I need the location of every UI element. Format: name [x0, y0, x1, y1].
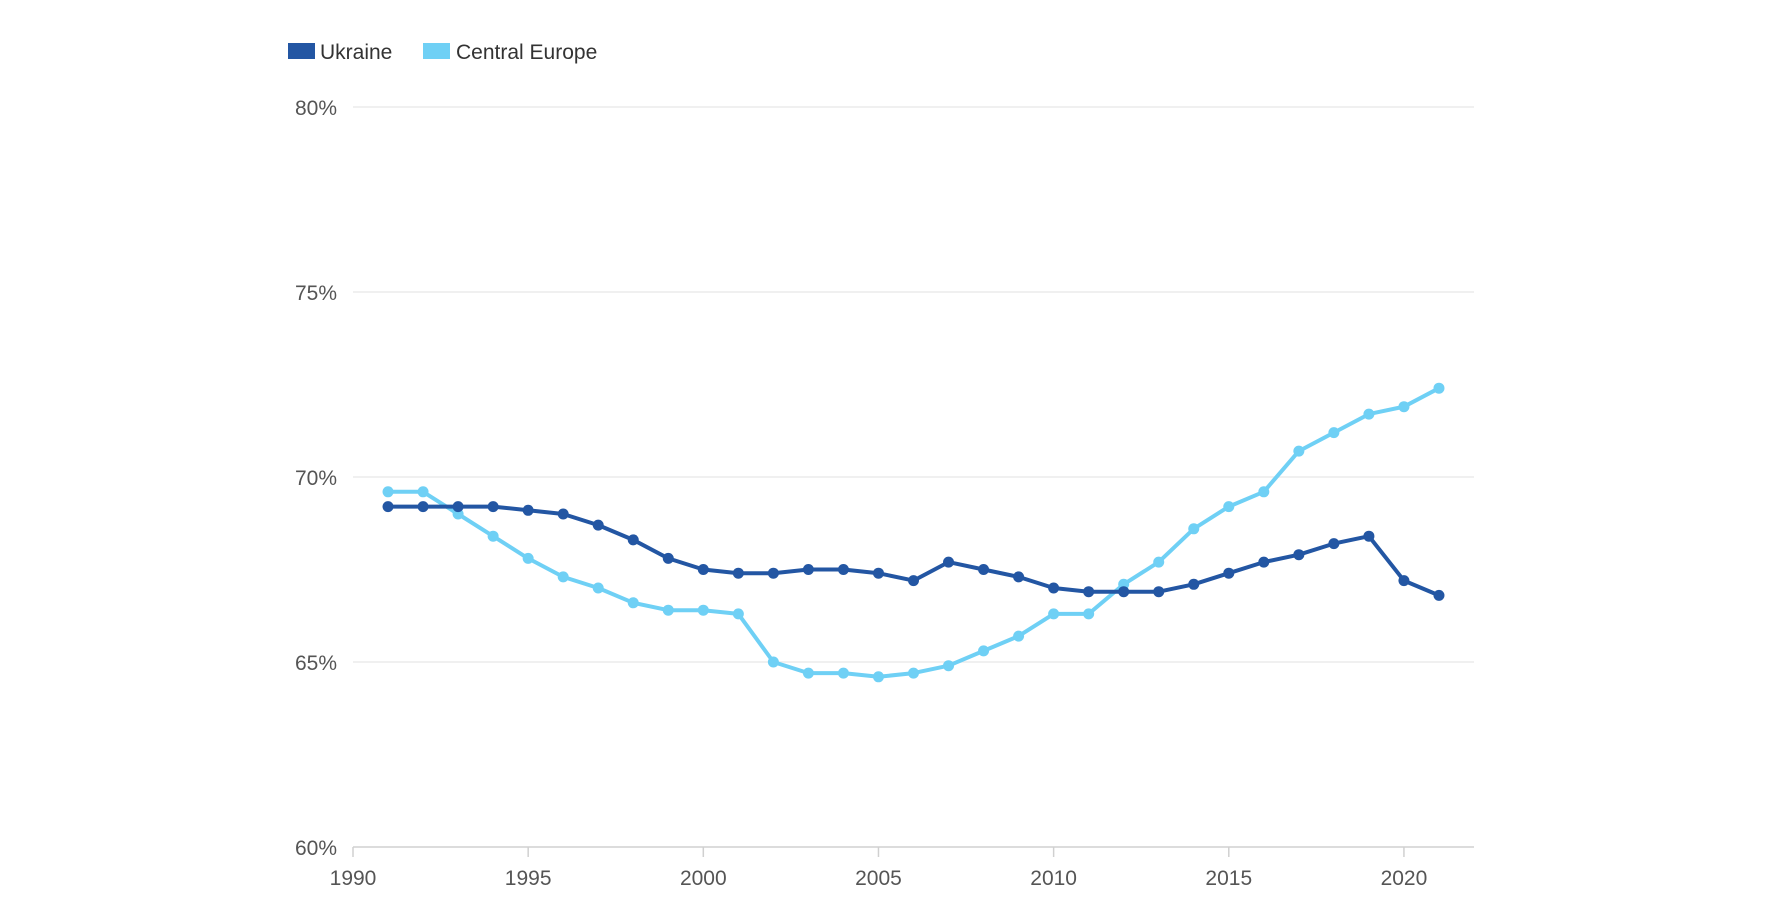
- legend-label-ukraine: Ukraine: [320, 41, 392, 64]
- data-point-central-europe-2007[interactable]: [943, 660, 955, 672]
- gridlines: [353, 106, 1474, 663]
- data-point-ukraine-1992[interactable]: [417, 501, 429, 513]
- x-tick-label-2005: 2005: [855, 867, 902, 890]
- data-point-central-europe-2021[interactable]: [1433, 382, 1445, 394]
- data-point-ukraine-2011[interactable]: [1083, 586, 1095, 598]
- data-point-ukraine-2010[interactable]: [1048, 582, 1060, 594]
- data-point-ukraine-2019[interactable]: [1363, 530, 1375, 542]
- data-point-central-europe-1997[interactable]: [592, 582, 604, 594]
- y-tick-label-80: 80%: [295, 97, 337, 120]
- data-point-ukraine-1997[interactable]: [592, 519, 604, 531]
- data-point-ukraine-1999[interactable]: [662, 552, 674, 564]
- x-tick-label-1995: 1995: [505, 867, 552, 890]
- data-point-ukraine-1996[interactable]: [557, 508, 569, 520]
- data-point-central-europe-2004[interactable]: [837, 667, 849, 679]
- data-point-ukraine-2014[interactable]: [1188, 578, 1200, 590]
- x-tick-label-1990: 1990: [330, 867, 377, 890]
- data-point-central-europe-2015[interactable]: [1223, 501, 1235, 513]
- data-point-central-europe-2013[interactable]: [1153, 556, 1165, 568]
- data-point-ukraine-1998[interactable]: [627, 534, 639, 546]
- data-point-central-europe-2006[interactable]: [908, 667, 919, 679]
- y-tick-label-70: 70%: [295, 467, 337, 490]
- data-point-central-europe-1999[interactable]: [662, 604, 674, 616]
- data-point-central-europe-1991[interactable]: [382, 486, 394, 498]
- data-point-ukraine-1991[interactable]: [382, 501, 394, 513]
- data-point-ukraine-2000[interactable]: [697, 564, 709, 575]
- data-point-ukraine-2003[interactable]: [802, 564, 814, 575]
- data-point-central-europe-2001[interactable]: [732, 608, 744, 620]
- data-point-central-europe-2019[interactable]: [1363, 408, 1375, 420]
- data-point-ukraine-2009[interactable]: [1013, 571, 1025, 583]
- data-point-ukraine-2018[interactable]: [1328, 538, 1340, 550]
- data-point-ukraine-2021[interactable]: [1433, 589, 1445, 601]
- x-tick-label-2000: 2000: [680, 867, 727, 890]
- series-line-central-europe: [386, 386, 1441, 679]
- data-point-central-europe-2008[interactable]: [978, 645, 990, 657]
- series-central-europe: [382, 382, 1445, 683]
- series-ukraine: [382, 501, 1445, 601]
- data-point-central-europe-2016[interactable]: [1258, 486, 1270, 498]
- data-point-central-europe-2000[interactable]: [697, 604, 709, 616]
- data-point-central-europe-2011[interactable]: [1083, 608, 1095, 620]
- data-point-central-europe-2014[interactable]: [1188, 523, 1200, 535]
- data-point-ukraine-2002[interactable]: [767, 567, 779, 579]
- data-point-ukraine-1995[interactable]: [522, 504, 534, 516]
- data-point-central-europe-1994[interactable]: [487, 530, 499, 542]
- data-point-ukraine-2001[interactable]: [732, 567, 744, 579]
- data-point-ukraine-2008[interactable]: [978, 564, 990, 575]
- data-point-central-europe-1995[interactable]: [522, 552, 534, 564]
- data-point-central-europe-2009[interactable]: [1013, 630, 1025, 642]
- x-tick-label-2010: 2010: [1030, 867, 1077, 890]
- legend-swatch-central-europe: [423, 43, 450, 59]
- data-point-central-europe-1998[interactable]: [627, 597, 639, 609]
- data-point-central-europe-2018[interactable]: [1328, 427, 1340, 439]
- x-tick-label-2015: 2015: [1205, 867, 1252, 890]
- data-point-ukraine-2017[interactable]: [1293, 549, 1305, 561]
- data-point-ukraine-2004[interactable]: [837, 564, 849, 575]
- y-tick-label-75: 75%: [295, 282, 337, 305]
- data-point-ukraine-1994[interactable]: [487, 501, 499, 513]
- data-point-central-europe-1992[interactable]: [417, 486, 429, 498]
- data-point-ukraine-1993[interactable]: [452, 501, 464, 513]
- legend-label-central-europe: Central Europe: [456, 41, 597, 64]
- data-point-ukraine-2015[interactable]: [1223, 567, 1235, 579]
- legend-swatch-ukraine: [288, 43, 315, 59]
- x-tick-label-2020: 2020: [1381, 867, 1428, 890]
- legend: Ukraine Central Europe: [288, 41, 597, 64]
- data-point-central-europe-1996[interactable]: [557, 571, 569, 583]
- data-point-central-europe-2002[interactable]: [767, 656, 779, 668]
- axes: 60% 65% 70% 75% 80% 1990 1995 2000 2005 2010 2015 2…: [295, 97, 1474, 890]
- data-point-ukraine-2020[interactable]: [1398, 575, 1410, 587]
- data-point-central-europe-2020[interactable]: [1398, 401, 1410, 413]
- data-point-ukraine-2006[interactable]: [908, 575, 919, 587]
- y-tick-label-65: 65%: [295, 652, 337, 675]
- data-point-ukraine-2013[interactable]: [1153, 586, 1165, 598]
- data-point-ukraine-2016[interactable]: [1258, 556, 1270, 568]
- series: [382, 382, 1445, 683]
- data-point-central-europe-2003[interactable]: [802, 667, 814, 679]
- data-point-ukraine-2007[interactable]: [943, 556, 955, 568]
- data-point-central-europe-2010[interactable]: [1048, 608, 1060, 620]
- y-tick-label-60: 60%: [295, 837, 337, 860]
- data-point-central-europe-2005[interactable]: [872, 671, 884, 683]
- data-point-central-europe-2017[interactable]: [1293, 445, 1305, 457]
- data-point-ukraine-2012[interactable]: [1118, 586, 1130, 598]
- data-point-ukraine-2005[interactable]: [872, 567, 884, 579]
